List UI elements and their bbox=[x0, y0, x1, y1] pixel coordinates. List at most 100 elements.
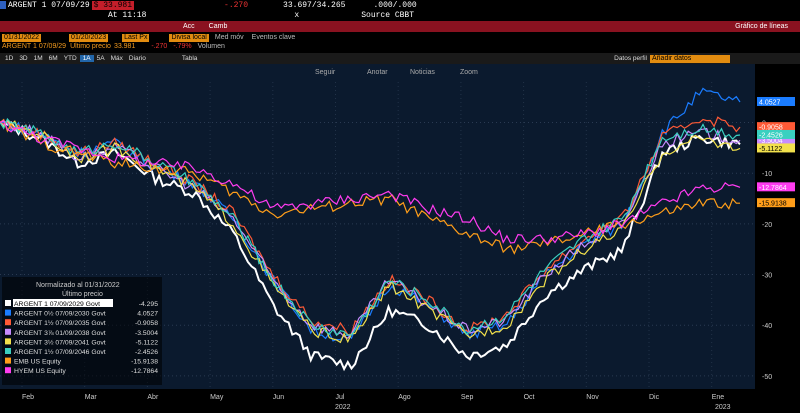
change-pct-value: -.79% bbox=[173, 43, 192, 50]
quote-row: At 11:18 x Source CBBT bbox=[0, 10, 800, 21]
period-button-2[interactable]: 1M bbox=[33, 55, 43, 62]
series-line[interactable] bbox=[0, 118, 741, 344]
svg-text:ARGENT 1 07/09/2029 Govt: ARGENT 1 07/09/2029 Govt bbox=[14, 301, 100, 308]
svg-text:-5.1122: -5.1122 bbox=[135, 339, 158, 346]
legend-subtitle: Último precio bbox=[62, 289, 103, 298]
svg-text:ARGENT 0½ 07/09/2030 Govt: ARGENT 0½ 07/09/2030 Govt bbox=[14, 310, 106, 318]
legend-entry[interactable]: HYEM US Equity -12.7864 bbox=[5, 367, 158, 375]
svg-text:ARGENT 1½ 07/09/2046 Govt: ARGENT 1½ 07/09/2046 Govt bbox=[14, 348, 106, 356]
period-button-4[interactable]: YTD bbox=[63, 55, 77, 62]
legend-entry[interactable]: ARGENT 1½ 07/09/2046 Govt -2.4526 bbox=[5, 348, 158, 356]
x-tick-label: Sep bbox=[461, 394, 474, 401]
legend-title: Normalizado al 01/31/2022 bbox=[36, 282, 120, 289]
header-row: ARGENT 1 07/09/29 $ 33.981 -.270 33.697/… bbox=[0, 0, 800, 10]
start-date-input[interactable]: 01/31/2022 bbox=[2, 33, 42, 42]
x-tick-label: May bbox=[210, 394, 224, 401]
svg-text:-2.4526: -2.4526 bbox=[759, 132, 783, 139]
price-field-select[interactable]: Last Px bbox=[122, 33, 150, 42]
year-label: 2022 bbox=[335, 404, 351, 411]
change-menu[interactable]: Camb bbox=[208, 23, 228, 30]
price-change: -.270 bbox=[224, 0, 249, 10]
x-tick-label: Ene bbox=[712, 394, 725, 401]
moving-avg-toggle[interactable]: Med móv bbox=[214, 34, 244, 41]
series-line[interactable] bbox=[0, 117, 741, 337]
y-tick-label: -10 bbox=[762, 171, 772, 178]
legend-summary-row: ARGENT 1 07/09/29 Último precio 33.981 -… bbox=[0, 42, 800, 51]
svg-text:4.0527: 4.0527 bbox=[137, 311, 158, 318]
line-chart[interactable]: Seguir Anotar Noticias Zoom 0-10-20-30-4… bbox=[0, 64, 800, 413]
x-tick-label: Feb bbox=[22, 394, 34, 401]
data-profile-button[interactable]: Datos perfil bbox=[614, 55, 647, 62]
svg-text:-0.9058: -0.9058 bbox=[759, 125, 783, 132]
table-button[interactable]: Tabla bbox=[181, 55, 198, 62]
svg-text:-12.7864: -12.7864 bbox=[759, 185, 787, 192]
x-tick-label: Dic bbox=[649, 394, 660, 401]
x-tick-label: Mar bbox=[85, 394, 98, 401]
end-date-input[interactable]: 01/20/2023 bbox=[69, 33, 109, 42]
period-button-3[interactable]: 6M bbox=[48, 55, 58, 62]
series-line[interactable] bbox=[0, 118, 741, 255]
period-buttons: 1D 3D 1M 6M YTD 1A 5A Máx bbox=[2, 55, 126, 62]
period-button-0[interactable]: 1D bbox=[5, 55, 14, 62]
yield-values: .000/.000 bbox=[373, 0, 417, 10]
series-last-label: 4.0527 bbox=[757, 96, 795, 106]
annotate-tool[interactable]: Anotar bbox=[367, 69, 388, 76]
period-button-7[interactable]: Máx bbox=[110, 55, 123, 62]
key-events-toggle[interactable]: Eventos clave bbox=[251, 34, 296, 41]
quote-size: x bbox=[294, 11, 300, 20]
legend-entry[interactable]: EMB US Equity -15.9138 bbox=[5, 357, 158, 366]
svg-text:-0.9058: -0.9058 bbox=[135, 320, 158, 327]
last-price-value: 33.981 bbox=[113, 43, 136, 50]
series-last-label: -0.9058 bbox=[757, 122, 795, 132]
legend-ticker: ARGENT 1 07/09/29 bbox=[2, 43, 67, 50]
series-line[interactable] bbox=[0, 120, 741, 372]
quote-time: At 11:18 bbox=[108, 11, 147, 20]
follow-tool[interactable]: Seguir bbox=[315, 69, 336, 76]
x-tick-label: Ago bbox=[398, 394, 411, 401]
svg-text:-4.295: -4.295 bbox=[139, 301, 158, 308]
x-tick-label: Abr bbox=[147, 394, 159, 401]
price-source: Source CBBT bbox=[361, 11, 415, 20]
svg-text:-3.5004: -3.5004 bbox=[759, 138, 783, 145]
period-button-1[interactable]: 3D bbox=[19, 55, 28, 62]
period-button-5[interactable]: 1A bbox=[79, 55, 94, 62]
x-tick-label: Nov bbox=[586, 394, 599, 401]
series-last-label: -5.1122 bbox=[757, 143, 795, 153]
series-last-label: -12.7864 bbox=[757, 182, 795, 192]
menu-bar: Acc Camb Gráfico de líneas bbox=[0, 21, 800, 32]
legend-entry[interactable]: ARGENT 1½ 07/09/2035 Govt -0.9058 bbox=[5, 319, 158, 327]
svg-text:-12.7864: -12.7864 bbox=[131, 368, 158, 375]
controls-row: 01/31/2022 01/20/2023 Last Px Divisa loc… bbox=[0, 33, 800, 42]
frequency-select[interactable]: Diario bbox=[128, 55, 146, 62]
svg-text:EMB US Equity: EMB US Equity bbox=[14, 359, 61, 366]
news-tool[interactable]: Noticias bbox=[410, 69, 435, 76]
zoom-tool[interactable]: Zoom bbox=[460, 69, 478, 76]
svg-text:-5.1122: -5.1122 bbox=[759, 146, 782, 153]
chart-type-label[interactable]: Gráfico de líneas bbox=[735, 23, 788, 30]
x-tick-label: Jun bbox=[273, 394, 284, 401]
bid-ask: 33.697/34.265 bbox=[283, 0, 346, 10]
svg-text:-2.4526: -2.4526 bbox=[135, 349, 158, 356]
y-tick-label: -20 bbox=[762, 222, 772, 229]
svg-text:ARGENT 1½ 07/09/2035 Govt: ARGENT 1½ 07/09/2035 Govt bbox=[14, 319, 106, 327]
svg-text:4.0527: 4.0527 bbox=[759, 99, 781, 106]
svg-text:-3.5004: -3.5004 bbox=[135, 330, 158, 337]
series-last-label: -2.4526 bbox=[757, 129, 795, 139]
actions-menu[interactable]: Acc bbox=[183, 23, 195, 30]
legend-entry[interactable]: ARGENT 3⅞ 01/09/2038 Govt -3.5004 bbox=[5, 328, 158, 337]
period-button-6[interactable]: 5A bbox=[96, 55, 105, 62]
x-tick-label: Oct bbox=[524, 394, 535, 401]
legend-entry[interactable]: ARGENT 1 07/09/2029 Govt -4.295 bbox=[5, 299, 158, 308]
volume-label: Volumen bbox=[197, 43, 225, 50]
security-ticker[interactable]: ARGENT 1 07/09/29 bbox=[8, 0, 90, 10]
add-data-input[interactable]: Añadir datos bbox=[650, 54, 730, 63]
security-marker-icon bbox=[0, 1, 6, 9]
series-line[interactable] bbox=[0, 119, 741, 245]
period-toolbar: 1D 3D 1M 6M YTD 1A 5A Máx Diario Tabla Datos pe… bbox=[0, 53, 800, 64]
legend-entry[interactable]: ARGENT 0½ 07/09/2030 Govt 4.0527 bbox=[5, 309, 158, 318]
legend-entry[interactable]: ARGENT 3½ 07/09/2041 Govt -5.1122 bbox=[5, 338, 158, 346]
y-tick-label: -30 bbox=[762, 273, 772, 280]
y-tick-label: -40 bbox=[762, 323, 772, 330]
currency-select[interactable]: Divisa local bbox=[169, 33, 209, 42]
